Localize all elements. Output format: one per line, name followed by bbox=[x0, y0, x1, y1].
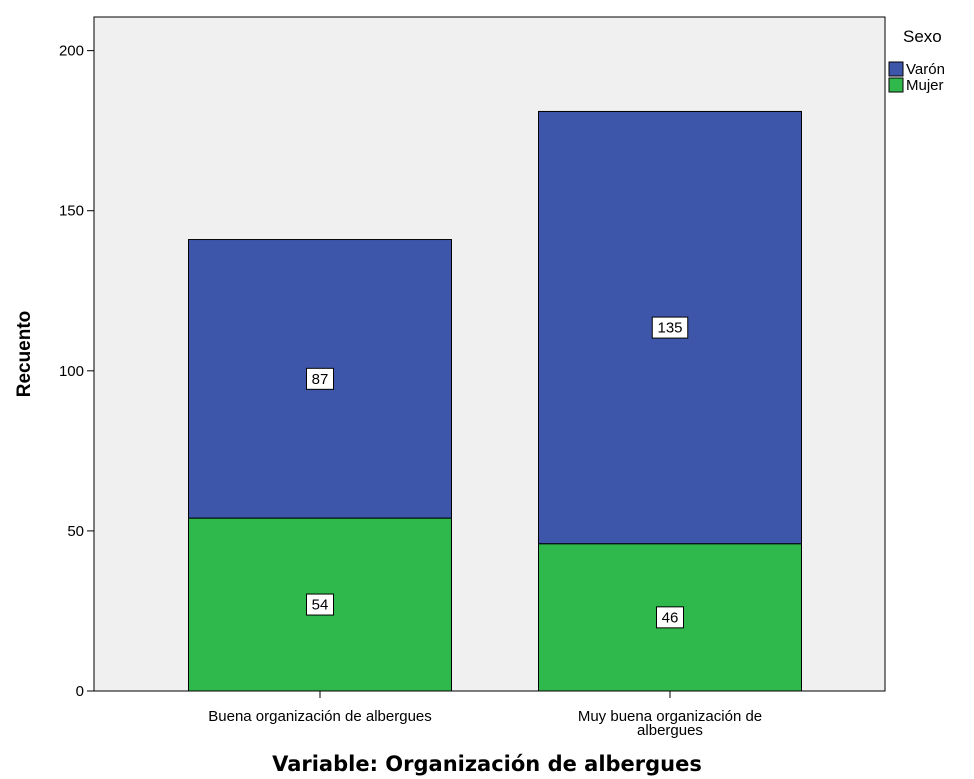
data-label-box bbox=[306, 367, 334, 390]
legend-label: Varón bbox=[906, 61, 945, 78]
legend-swatch bbox=[888, 61, 904, 77]
x-axis: Buena organización de albergues Muy buena… bbox=[94, 690, 885, 739]
y-tick-label: 150 bbox=[59, 203, 84, 220]
data-label: 54 bbox=[312, 597, 329, 614]
data-label-box bbox=[651, 316, 689, 339]
x-category-label: Muy buena organización de albergues bbox=[578, 708, 762, 739]
data-label-box bbox=[306, 593, 334, 616]
data-label: 87 bbox=[312, 371, 329, 388]
y-tick-label: 50 bbox=[67, 523, 84, 540]
data-label: 135 bbox=[657, 320, 682, 337]
y-tick-label: 100 bbox=[59, 363, 84, 380]
data-label-box bbox=[656, 606, 684, 629]
y-tick-label: 0 bbox=[76, 683, 84, 700]
data-label-group: 54 87 46 135 bbox=[306, 316, 689, 629]
y-axis-title: Recuento bbox=[14, 311, 35, 398]
legend-label: Mujer bbox=[906, 77, 944, 94]
legend-swatch bbox=[888, 77, 904, 93]
x-axis-title: Variable: Organización de albergues bbox=[272, 752, 702, 776]
legend-title: Sexo bbox=[903, 27, 942, 46]
y-tick-label: 200 bbox=[59, 43, 84, 60]
x-category-label: Buena organización de albergues bbox=[208, 708, 432, 725]
y-axis: 0 50 100 150 200 bbox=[59, 17, 95, 700]
data-label: 46 bbox=[662, 609, 679, 626]
